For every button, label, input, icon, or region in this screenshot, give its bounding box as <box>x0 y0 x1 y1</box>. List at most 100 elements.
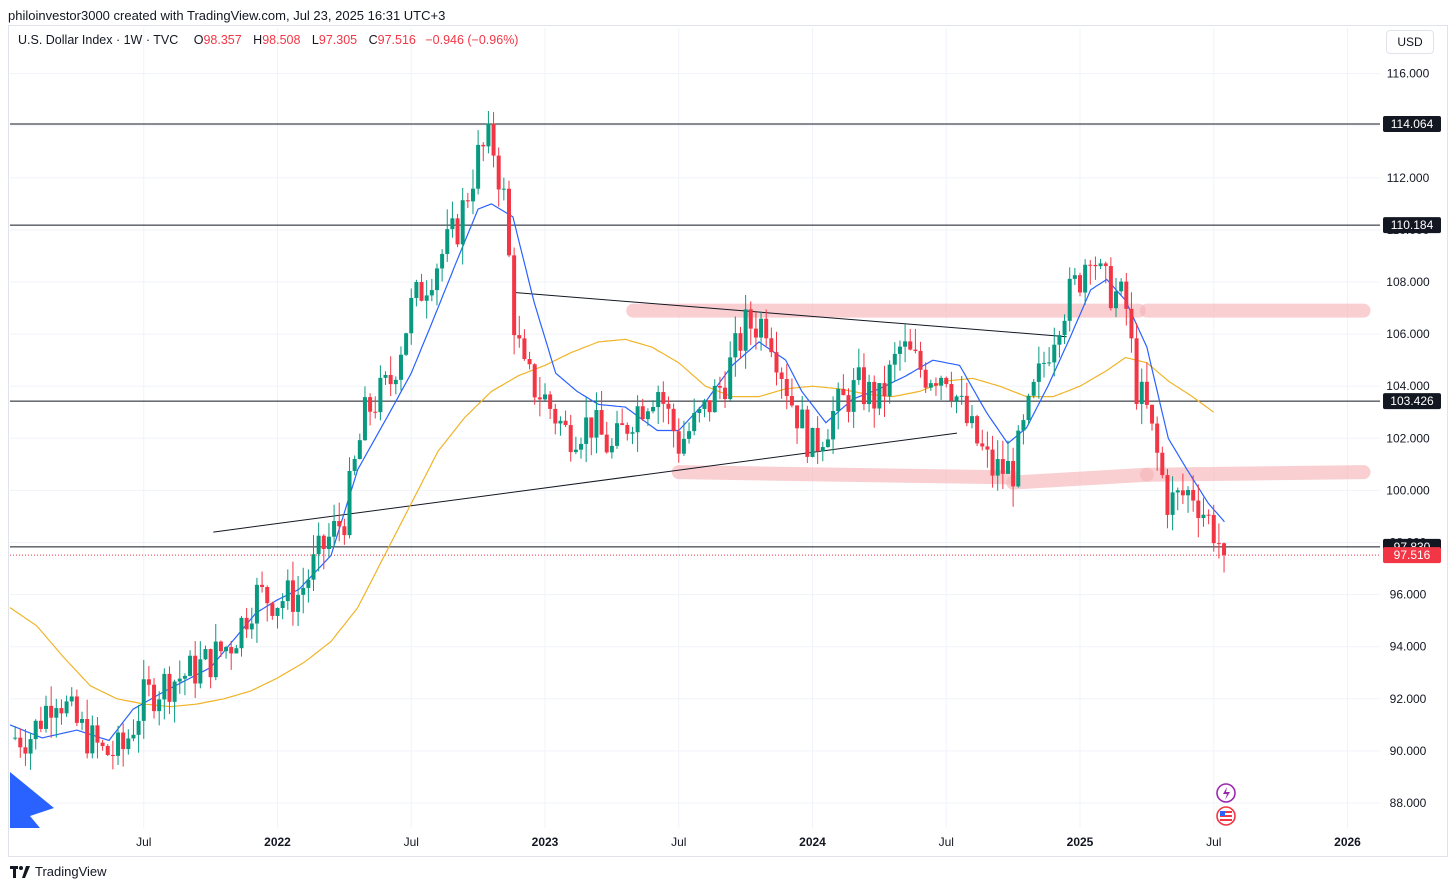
candle-body[interactable] <box>1175 490 1180 493</box>
candle-body[interactable] <box>54 708 59 718</box>
candle-body[interactable] <box>584 417 589 444</box>
candle-body[interactable] <box>337 521 342 527</box>
candle-body[interactable] <box>820 447 825 452</box>
candle-body[interactable] <box>383 374 388 378</box>
candle-body[interactable] <box>465 200 470 202</box>
candle-body[interactable] <box>429 290 434 296</box>
candle-body[interactable] <box>424 295 429 301</box>
candle-body[interactable] <box>861 367 866 405</box>
candle-body[interactable] <box>1083 264 1088 293</box>
candle-body[interactable] <box>1216 543 1221 545</box>
candle-body[interactable] <box>681 438 686 454</box>
candle-body[interactable] <box>543 394 547 400</box>
candle-body[interactable] <box>1098 263 1103 267</box>
candle-body[interactable] <box>645 411 650 420</box>
candle-body[interactable] <box>753 328 758 338</box>
candle-body[interactable] <box>640 406 645 420</box>
candle-body[interactable] <box>23 747 28 754</box>
candle-body[interactable] <box>105 746 110 756</box>
candle-body[interactable] <box>887 364 892 397</box>
candle-body[interactable] <box>759 318 764 338</box>
candle-body[interactable] <box>440 253 445 269</box>
candle-body[interactable] <box>177 678 182 682</box>
candle-body[interactable] <box>167 673 172 702</box>
candle-body[interactable] <box>717 385 722 388</box>
candle-body[interactable] <box>80 718 85 723</box>
candle-body[interactable] <box>615 423 620 446</box>
candle-body[interactable] <box>1129 308 1134 339</box>
candle-body[interactable] <box>1201 514 1206 519</box>
candle-body[interactable] <box>985 446 990 450</box>
candle-body[interactable] <box>1072 275 1077 279</box>
candle-body[interactable] <box>671 408 676 432</box>
candle-body[interactable] <box>1067 278 1072 321</box>
candle-body[interactable] <box>810 427 815 457</box>
candle-body[interactable] <box>825 439 830 448</box>
candle-body[interactable] <box>357 440 362 459</box>
candle-body[interactable] <box>126 738 131 750</box>
candle-body[interactable] <box>815 427 820 452</box>
candle-body[interactable] <box>1119 281 1124 292</box>
candle-body[interactable] <box>28 739 33 754</box>
candle-body[interactable] <box>316 535 321 555</box>
candle-body[interactable] <box>872 381 877 409</box>
candle-body[interactable] <box>933 383 938 386</box>
candle-body[interactable] <box>856 367 861 381</box>
candle-body[interactable] <box>368 397 373 412</box>
candle-body[interactable] <box>362 397 367 441</box>
candle-body[interactable] <box>1005 460 1010 474</box>
candle-body[interactable] <box>635 406 640 433</box>
candle-body[interactable] <box>944 377 949 385</box>
trendline[interactable] <box>512 291 1067 338</box>
candle-body[interactable] <box>1026 395 1031 421</box>
highlight-zone[interactable] <box>671 465 1021 485</box>
candle-body[interactable] <box>44 705 49 729</box>
candle-body[interactable] <box>712 385 717 413</box>
candle-body[interactable] <box>64 701 69 714</box>
candle-body[interactable] <box>661 392 666 404</box>
candle-body[interactable] <box>1000 459 1005 474</box>
candle-body[interactable] <box>867 381 872 405</box>
candle-body[interactable] <box>342 526 347 536</box>
candle-body[interactable] <box>1186 489 1191 496</box>
candle-body[interactable] <box>784 379 789 397</box>
candle-body[interactable] <box>800 409 805 429</box>
candle-body[interactable] <box>692 413 697 432</box>
candle-body[interactable] <box>470 188 475 202</box>
candle-body[interactable] <box>234 648 239 654</box>
candle-body[interactable] <box>969 416 974 424</box>
candle-body[interactable] <box>964 395 969 424</box>
candle-body[interactable] <box>347 470 352 536</box>
candle-body[interactable] <box>1052 344 1057 363</box>
candle-body[interactable] <box>589 417 594 438</box>
candle-body[interactable] <box>501 188 506 190</box>
candle-body[interactable] <box>18 737 23 748</box>
candle-body[interactable] <box>1078 275 1082 293</box>
candle-body[interactable] <box>460 200 465 245</box>
highlight-zone[interactable] <box>1006 467 1154 490</box>
candle-body[interactable] <box>594 410 599 438</box>
candle-body[interactable] <box>218 641 223 652</box>
candle-body[interactable] <box>630 432 635 434</box>
candle-body[interactable] <box>795 405 800 429</box>
candle-body[interactable] <box>851 380 856 412</box>
candle-body[interactable] <box>33 720 38 740</box>
candle-body[interactable] <box>1191 489 1196 501</box>
candle-body[interactable] <box>162 673 167 700</box>
candle-body[interactable] <box>352 458 357 471</box>
candle-body[interactable] <box>270 603 275 616</box>
candle-body[interactable] <box>573 449 578 453</box>
candle-body[interactable] <box>249 623 254 630</box>
candle-body[interactable] <box>208 649 213 678</box>
candle-body[interactable] <box>290 580 295 612</box>
footer-brand[interactable]: TradingView <box>10 864 107 879</box>
candle-body[interactable] <box>1124 281 1129 309</box>
candle-body[interactable] <box>928 383 933 388</box>
candle-body[interactable] <box>136 720 141 735</box>
candle-body[interactable] <box>1062 320 1067 336</box>
candle-body[interactable] <box>1134 338 1139 404</box>
candle-body[interactable] <box>959 395 964 397</box>
candle-body[interactable] <box>537 397 542 400</box>
candle-body[interactable] <box>918 350 923 370</box>
candle-body[interactable] <box>198 659 203 684</box>
